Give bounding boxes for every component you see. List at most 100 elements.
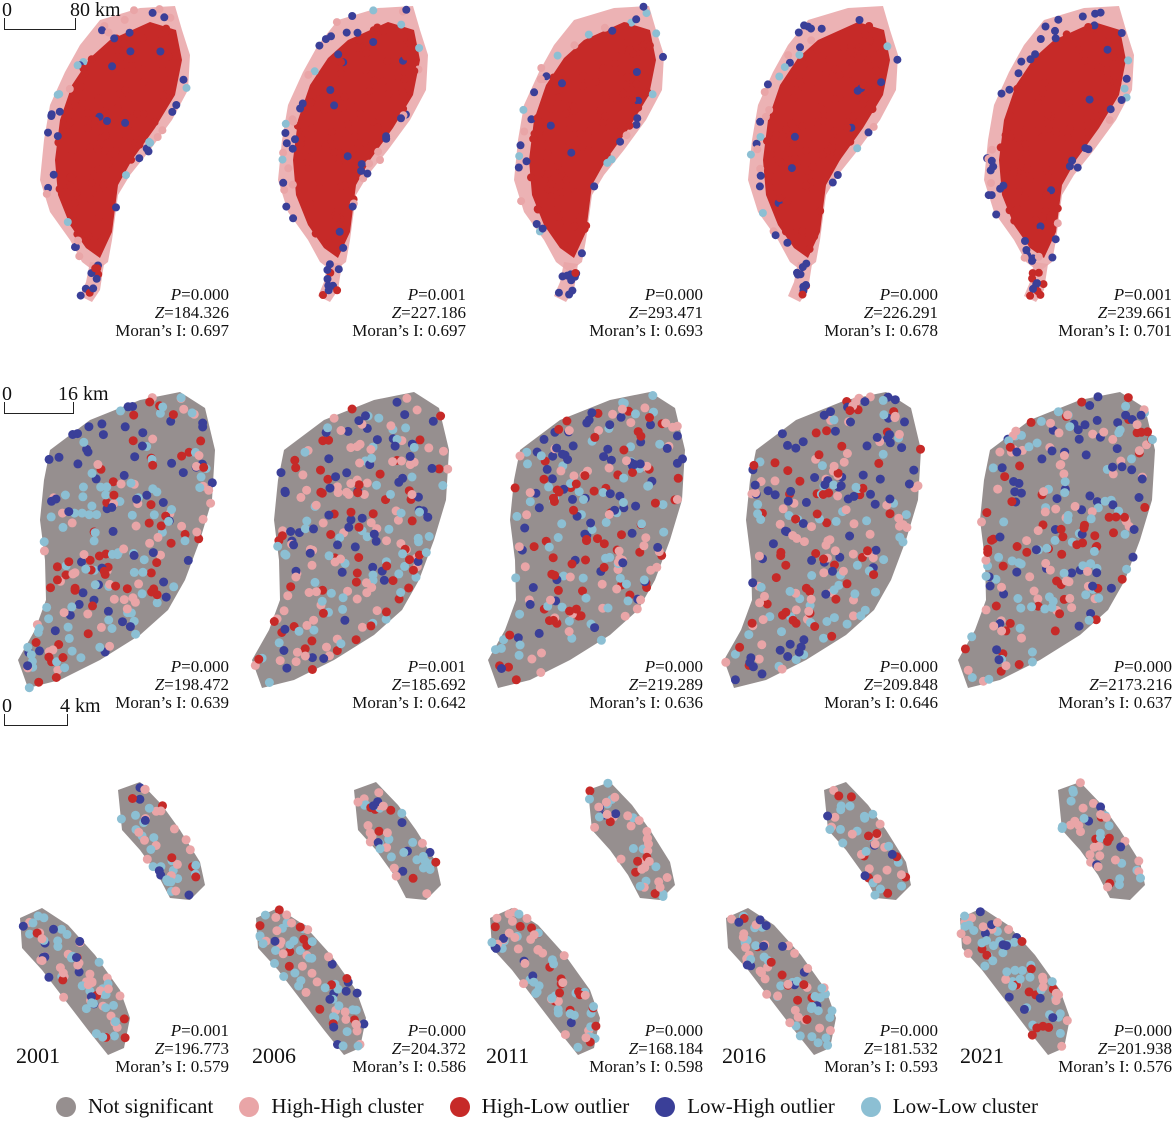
cluster-point [1059,568,1069,578]
cluster-point [1041,206,1050,215]
cluster-point [525,488,535,498]
cluster-point [897,881,907,891]
cluster-point [862,441,872,451]
cluster-point [428,416,438,426]
cluster-point [329,1022,339,1032]
cluster-point [313,87,322,96]
z-symbol: Z [391,303,402,322]
legend-item-not-significant: Not significant [56,1094,213,1119]
cluster-point [1026,964,1036,974]
cluster-point [129,567,139,577]
cluster-point [1034,268,1043,277]
z-score: Z=168.184 [483,1040,703,1058]
cluster-point [795,476,805,486]
cluster-point [370,76,379,85]
cluster-point [810,473,820,482]
z-score-text: =209.848 [873,675,938,694]
cluster-point [146,845,156,854]
cluster-point [349,145,358,154]
cluster-point [340,615,350,625]
cluster-point [964,920,974,930]
cluster-point [139,77,148,86]
cluster-point [63,218,72,226]
cluster-point [1051,34,1060,43]
cluster-point [1108,462,1118,472]
cluster-point [559,951,569,961]
cluster-point [782,125,791,134]
cluster-point [1082,114,1091,123]
cluster-point [55,963,65,973]
cluster-point [960,644,970,654]
cluster-point [177,521,187,531]
cluster-point [271,946,280,955]
cluster-point [399,847,409,857]
cluster-point [356,109,364,118]
cluster-point [55,185,64,193]
cluster-point [1025,175,1034,184]
cluster-point [1127,454,1136,464]
cluster-point [84,422,94,432]
cluster-point [1096,833,1105,843]
cluster-point [153,133,162,141]
cluster-point [983,544,993,554]
cluster-point [1084,615,1094,625]
cluster-point [107,502,117,512]
z-symbol: Z [1089,675,1099,694]
cluster-point [290,455,300,465]
cluster-point [1077,397,1087,407]
cluster-point [198,514,208,524]
cluster-point [653,542,663,552]
cluster-point [770,458,780,468]
cluster-point [343,586,353,596]
cluster-point [297,134,306,143]
cluster-point [1062,30,1071,39]
cluster-point [1060,477,1070,487]
cluster-point [565,606,575,616]
cluster-point [1094,593,1104,603]
cluster-point [753,145,762,154]
cluster-point [1014,69,1023,78]
cluster-point [787,119,796,128]
cluster-point [397,114,405,123]
cluster-point [1050,535,1060,545]
cluster-point [129,54,138,63]
cluster-point [874,458,884,468]
cluster-point [565,124,574,133]
cluster-point [431,857,441,867]
cluster-point [269,617,279,626]
cluster-point [342,468,352,478]
cluster-point [799,980,809,990]
cluster-point [963,948,973,958]
cluster-point [298,470,308,480]
cluster-point [860,397,870,407]
cluster-point [79,437,89,447]
cluster-point [584,146,593,155]
cluster-point [155,5,164,14]
cluster-point [307,937,317,947]
cluster-point [342,1027,352,1037]
cluster-point [81,564,91,574]
cluster-point [104,615,114,625]
cluster-point [570,106,578,115]
cluster-point [1112,444,1122,454]
cluster-point [1037,454,1047,464]
cluster-point [333,984,343,994]
cluster-point [617,46,626,55]
cluster-point [122,604,132,614]
cluster-point [558,978,568,988]
cluster-point [371,536,381,546]
cluster-point [1012,542,1022,551]
cluster-point [67,518,77,528]
cluster-point [324,952,333,962]
cluster-point [180,536,190,546]
cluster-point [1117,29,1126,37]
cluster-point [1075,778,1085,788]
cluster-point [176,393,186,403]
cluster-point [1001,974,1011,984]
cluster-point [783,238,792,247]
cluster-point [35,646,44,656]
cluster-point [105,641,115,651]
cluster-point [408,837,418,847]
morans-i: Moran’s I: 0.637 [1058,693,1172,712]
cluster-point [637,519,647,529]
